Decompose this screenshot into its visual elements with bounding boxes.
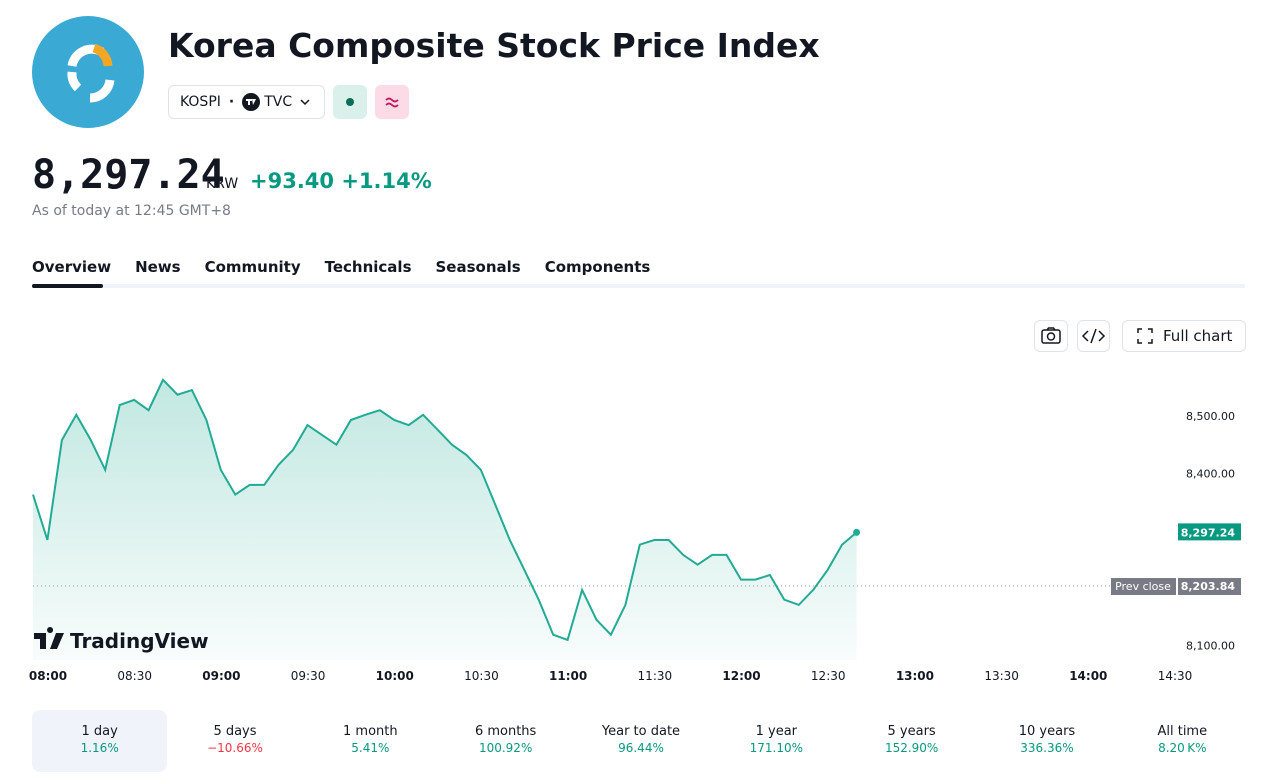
- tabs: Overview News Community Technicals Seasonals…: [32, 258, 650, 284]
- period[interactable]: 1 day 1.16%: [32, 710, 168, 772]
- expand-icon: [1137, 328, 1153, 344]
- tab[interactable]: Components: [544, 258, 651, 276]
- change-value: +93.40: [250, 169, 335, 193]
- period-change: −10.66%: [207, 741, 263, 755]
- period[interactable]: 5 days −10.66%: [167, 710, 302, 772]
- period-change: 152.90%: [884, 741, 939, 755]
- x-tick-label: 08:00: [29, 669, 67, 683]
- period-change: 1.16%: [80, 741, 119, 755]
- title: Korea Composite Stock Price Index: [168, 26, 820, 65]
- period-change: 100.92%: [478, 741, 533, 755]
- tab-indicator: [32, 284, 103, 288]
- x-tick-label: 09:00: [202, 669, 240, 683]
- embed-button[interactable]: [1077, 320, 1110, 352]
- x-tick-label: 14:30: [1158, 669, 1193, 683]
- period-change: 96.44%: [618, 741, 664, 755]
- full-chart-label: Full chart: [1163, 327, 1233, 345]
- period-label: All time: [1157, 724, 1208, 739]
- x-tick-label: 12:00: [722, 669, 760, 683]
- logo: [32, 16, 144, 128]
- chart: 08:00 08:30 09:00 09:30 10:00 10:30 11:00 11:30…: [29, 378, 1241, 683]
- period[interactable]: 1 month 5.41%: [303, 710, 438, 772]
- x-tick-label: 11:00: [549, 669, 587, 683]
- approx-button[interactable]: [375, 85, 409, 119]
- y-tick-label: 8,400.00: [1186, 467, 1235, 480]
- tab-rail: [32, 284, 1245, 288]
- last-badge: [1178, 523, 1241, 541]
- price-line: [32, 378, 858, 642]
- symbol-selector[interactable]: KOSPI · TVC: [168, 85, 325, 119]
- x-tick-label: 09:30: [291, 669, 326, 683]
- dot-icon: [346, 98, 354, 106]
- last-badge-label: 8,297.24: [1181, 526, 1236, 539]
- period[interactable]: 5 years 152.90%: [844, 710, 979, 772]
- change: +93.40 +1.14%: [250, 169, 432, 193]
- x-tick-label: 14:00: [1069, 669, 1107, 683]
- period-change: 336.36%: [1020, 741, 1074, 755]
- y-tick-label: 8,500.00: [1186, 410, 1235, 423]
- period[interactable]: 6 months 100.92%: [438, 710, 573, 772]
- market-open-button[interactable]: [333, 85, 367, 119]
- y-tick-label: 8,100.00: [1186, 640, 1235, 653]
- period-change: 171.10%: [749, 741, 803, 755]
- period-label: 5 years: [887, 724, 936, 739]
- tab[interactable]: Seasonals: [435, 258, 521, 276]
- period[interactable]: 10 years 336.36%: [979, 710, 1114, 772]
- tab[interactable]: Overview: [32, 258, 112, 276]
- camera-icon: [1041, 327, 1061, 344]
- x-tick-label: 10:30: [464, 669, 499, 683]
- prev-close-badge: [1178, 578, 1241, 596]
- period-label: 10 years: [1018, 724, 1076, 739]
- period-label: 6 months: [474, 724, 537, 739]
- period-change: 5.41%: [351, 741, 390, 755]
- symbol: KOSPI: [180, 94, 221, 110]
- area: [33, 379, 857, 660]
- x-tick-label: 12:30: [811, 669, 846, 683]
- snapshot-button[interactable]: [1034, 320, 1068, 352]
- x-tick-label: 13:30: [984, 669, 1019, 683]
- tab[interactable]: Technicals: [324, 258, 412, 276]
- as-of: As of today at 12:45 GMT+8: [32, 203, 231, 219]
- period-label: Year to date: [601, 724, 681, 739]
- tab[interactable]: Community: [204, 258, 301, 276]
- period[interactable]: Year to date 96.44%: [573, 710, 708, 772]
- period-change: 8.20 K%: [1158, 741, 1207, 755]
- exchange-icon: [242, 93, 261, 111]
- code-icon: [1081, 328, 1106, 344]
- period[interactable]: All time 8.20 K%: [1115, 710, 1250, 772]
- watermark-logo: [34, 627, 64, 649]
- exchange: TVC: [264, 94, 293, 110]
- last-point: [853, 528, 861, 536]
- chevron: [300, 99, 310, 106]
- x-tick-label: 11:30: [638, 669, 673, 683]
- tab[interactable]: News: [135, 258, 181, 276]
- currency: KRW: [206, 176, 239, 192]
- period-label: 1 year: [755, 724, 797, 739]
- period[interactable]: 1 year 171.10%: [709, 710, 844, 772]
- prev-close-label: 8,203.84: [1181, 580, 1236, 593]
- prev-close-text: Prev close: [1115, 580, 1171, 593]
- x-tick-label: 08:30: [117, 669, 152, 683]
- change-percent: +1.14%: [341, 169, 432, 193]
- x-tick-label: 10:00: [376, 669, 414, 683]
- prev-close-tag: [1111, 578, 1176, 596]
- watermark: TradingView: [70, 629, 209, 653]
- period-label: 5 days: [213, 724, 257, 739]
- period-label: 1 month: [343, 724, 398, 739]
- x-tick-label: 13:00: [896, 669, 934, 683]
- period-label: 1 day: [81, 724, 118, 739]
- price: 8,297.24: [32, 152, 225, 198]
- full-chart-button[interactable]: Full chart: [1122, 320, 1246, 352]
- approx-icon: [385, 97, 399, 108]
- period-bar: 1 day 1.16% 5 days −10.66% 1 month 5.41% 6 mon…: [32, 710, 1250, 772]
